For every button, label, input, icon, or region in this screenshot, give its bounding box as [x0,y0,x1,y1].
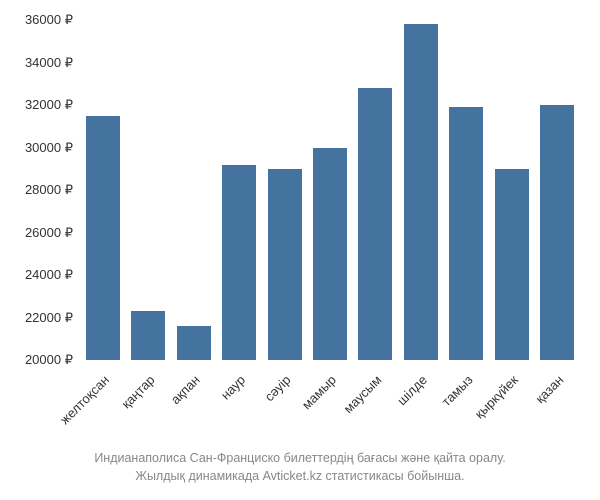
x-axis-label: қаңтар [118,372,157,411]
y-axis: 20000 ₽22000 ₽24000 ₽26000 ₽28000 ₽30000… [0,20,78,360]
bar [131,311,165,360]
bar [177,326,211,360]
x-axis-label: маусым [341,372,385,416]
x-axis-label: қазан [533,372,567,406]
caption-line-2: Жылдық динамикада Avticket.kz статистика… [0,468,600,486]
bar [268,169,302,360]
x-axis-label: ақпан [168,372,203,407]
bar [449,107,483,360]
x-axis-label: шілде [394,372,430,408]
x-axis-label: сәуір [262,372,294,404]
y-tick-label: 34000 ₽ [25,55,73,71]
y-tick-label: 24000 ₽ [25,267,73,283]
bar [222,165,256,361]
y-tick-label: 32000 ₽ [25,97,73,113]
x-axis-label: желтоқсан [57,372,112,427]
plot-area [80,20,580,360]
y-tick-label: 22000 ₽ [25,310,73,326]
x-axis-label: тамыз [439,372,476,409]
y-tick-label: 26000 ₽ [25,225,73,241]
bar [358,88,392,360]
x-axis-label: қыркүйек [472,372,521,421]
bar [86,116,120,360]
caption-line-1: Индианаполиса Сан-Франциско билеттердің … [0,450,600,468]
chart-container [80,20,580,360]
bar [313,148,347,361]
y-tick-label: 36000 ₽ [25,12,73,28]
y-tick-label: 20000 ₽ [25,352,73,368]
bar [404,24,438,360]
bar [495,169,529,360]
x-axis: желтоқсанқаңтарақпаннаурсәуірмамырмаусым… [80,362,580,452]
x-axis-label: наур [218,372,248,402]
y-tick-label: 30000 ₽ [25,140,73,156]
x-axis-label: мамыр [299,372,339,412]
bar [540,105,574,360]
y-tick-label: 28000 ₽ [25,182,73,198]
chart-caption: Индианаполиса Сан-Франциско билеттердің … [0,450,600,485]
